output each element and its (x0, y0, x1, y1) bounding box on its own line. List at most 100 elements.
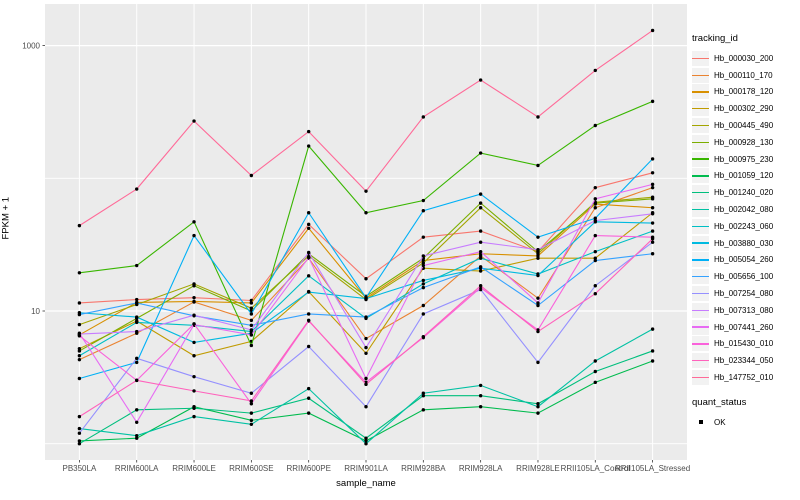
data-point-Hb_000178_120 (650, 206, 655, 210)
data-point-Hb_002042_080 (77, 426, 82, 431)
data-point-Hb_015430_010 (593, 233, 597, 238)
data-point-Hb_015430_010 (249, 402, 254, 406)
data-point-Hb_002243_060 (478, 256, 483, 260)
legend-item-label: Hb_002243_060 (714, 221, 774, 231)
data-point-Hb_002243_060 (135, 320, 139, 325)
y-axis-title: FPKM + 1 (0, 197, 12, 240)
data-point-Hb_007313_080 (135, 329, 139, 334)
legend-item-label: Hb_000178_120 (714, 87, 774, 97)
data-point-Hb_005656_100 (249, 323, 254, 328)
data-point-Hb_023344_050 (593, 292, 597, 296)
data-point-Hb_005054_260 (536, 235, 540, 239)
data-point-Hb_007313_080 (478, 240, 483, 244)
data-point-Hb_001059_120 (135, 436, 139, 440)
quant-status-point-icon (698, 420, 703, 425)
data-point-Hb_000110_170 (593, 206, 597, 210)
data-point-Hb_002042_080 (364, 442, 368, 446)
data-point-Hb_007441_260 (135, 420, 139, 424)
data-point-Hb_005656_100 (77, 312, 82, 317)
data-point-Hb_002042_080 (478, 383, 483, 388)
data-point-Hb_000030_200 (306, 222, 311, 227)
data-point-Hb_005656_100 (306, 312, 311, 316)
data-point-Hb_001059_120 (650, 359, 655, 363)
data-point-Hb_023344_050 (536, 329, 540, 334)
data-point-Hb_007441_260 (421, 263, 426, 268)
legend-key-swatch (692, 218, 709, 234)
data-point-Hb_005656_100 (421, 285, 426, 290)
legend-item-tracking: Hb_000975_230 (692, 151, 798, 168)
legend-item-tracking: Hb_007254_080 (692, 285, 798, 302)
data-point-Hb_000975_230 (192, 220, 196, 224)
data-point-Hb_000302_290 (478, 269, 483, 273)
data-point-Hb_007441_260 (306, 255, 311, 260)
data-point-Hb_003880_030 (192, 340, 196, 345)
data-point-Hb_001059_120 (77, 439, 82, 443)
legend-item-tracking: Hb_001059_120 (692, 168, 798, 185)
legend-key-swatch (692, 336, 709, 352)
data-point-Hb_003880_030 (421, 278, 426, 283)
data-point-Hb_000975_230 (306, 144, 311, 148)
data-point-Hb_000975_230 (650, 99, 655, 104)
data-point-Hb_001240_020 (135, 408, 139, 412)
data-point-Hb_000975_230 (135, 263, 139, 268)
data-point-Hb_007254_080 (192, 374, 196, 379)
data-point-Hb_005656_100 (650, 252, 655, 256)
x-tick-label: RRIM928BA (401, 464, 446, 473)
legend-key-swatch (692, 84, 709, 100)
legend-item-label: Hb_005054_260 (714, 255, 774, 265)
data-point-Hb_000445_490 (421, 261, 426, 265)
x-axis-title: sample_name (336, 478, 396, 489)
data-point-Hb_002243_060 (650, 229, 655, 233)
data-point-Hb_002042_080 (421, 391, 426, 395)
data-point-Hb_002042_080 (306, 386, 311, 391)
legend-item-label: Hb_000928_130 (714, 137, 774, 147)
legend-item-tracking: Hb_000445_490 (692, 117, 798, 134)
data-point-Hb_002243_060 (77, 354, 82, 358)
legend-item-label: Hb_000302_290 (714, 104, 774, 114)
data-point-Hb_000302_290 (364, 351, 368, 355)
data-point-Hb_000110_170 (421, 303, 426, 308)
data-point-Hb_005054_260 (593, 216, 597, 220)
legend-key-swatch (692, 235, 709, 251)
legend-item-tracking: Hb_147752_010 (692, 369, 798, 386)
data-point-Hb_023344_050 (192, 389, 196, 393)
legend-key-swatch (692, 101, 709, 117)
data-point-Hb_147752_010 (593, 68, 597, 73)
data-point-Hb_007441_260 (650, 182, 655, 187)
data-point-Hb_147752_010 (421, 115, 426, 119)
data-point-Hb_007313_080 (536, 247, 540, 252)
data-point-Hb_005656_100 (364, 315, 368, 319)
legend-item-tracking: Hb_007441_260 (692, 319, 798, 336)
x-tick-label: RRIM928LA (459, 464, 503, 473)
data-point-Hb_000928_130 (650, 197, 655, 201)
legend-item-label: Hb_003880_030 (714, 238, 774, 248)
data-point-Hb_007313_080 (249, 328, 254, 332)
legend-color-line (692, 360, 709, 362)
legend-item-label: Hb_000030_200 (714, 53, 774, 63)
data-point-Hb_007441_260 (593, 197, 597, 201)
legend-color-line (692, 175, 709, 177)
data-point-Hb_001240_020 (536, 402, 540, 406)
data-point-Hb_000928_130 (192, 284, 196, 288)
data-point-Hb_007254_080 (421, 312, 426, 316)
legend-item-tracking: Hb_015430_010 (692, 336, 798, 353)
data-point-Hb_002243_060 (421, 282, 426, 286)
data-point-Hb_005054_260 (421, 208, 426, 213)
data-point-Hb_003880_030 (650, 221, 655, 225)
data-point-Hb_007313_080 (192, 313, 196, 317)
data-point-Hb_001059_120 (536, 411, 540, 415)
data-point-Hb_000030_200 (593, 185, 597, 190)
data-point-Hb_005656_100 (478, 265, 483, 269)
data-point-Hb_000928_130 (77, 349, 82, 353)
legend-color-line (692, 225, 709, 228)
data-point-Hb_000975_230 (77, 271, 82, 275)
data-point-Hb_000178_120 (249, 301, 254, 305)
x-tick-label: PB350LA (62, 464, 96, 473)
legend-item-tracking: Hb_005054_260 (692, 252, 798, 269)
data-point-Hb_000975_230 (478, 151, 483, 155)
data-point-Hb_007313_080 (364, 345, 368, 350)
legend-color-line (692, 376, 709, 379)
legend-color-line (692, 192, 709, 194)
data-point-Hb_002042_080 (192, 414, 196, 419)
